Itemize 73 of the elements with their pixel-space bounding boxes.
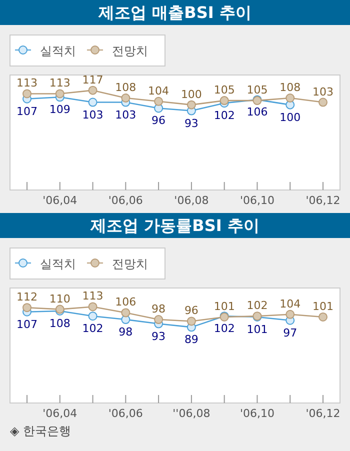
- legend-label: 전망치: [112, 257, 148, 271]
- data-label: 96: [184, 304, 198, 318]
- data-label: 100: [180, 88, 202, 101]
- x-tick-label: ''06,08: [172, 407, 210, 420]
- x-tick-label: '06,08: [174, 194, 209, 207]
- x-tick-label: '06,06: [108, 194, 143, 207]
- data-label: 89: [184, 333, 198, 346]
- data-label: 104: [280, 297, 301, 310]
- point: [220, 96, 229, 106]
- data-label: 96: [152, 114, 166, 128]
- point: [22, 303, 32, 312]
- point: [88, 302, 98, 312]
- data-label: 102: [214, 109, 235, 122]
- point: [318, 312, 328, 322]
- point: [121, 308, 130, 318]
- data-label: 106: [115, 296, 136, 309]
- data-label: 108: [49, 317, 70, 330]
- point: [286, 94, 295, 102]
- data-label: 93: [152, 330, 166, 343]
- point: [154, 315, 164, 324]
- data-label: 112: [16, 290, 38, 304]
- point: [121, 94, 130, 102]
- data-label: 102: [214, 322, 235, 336]
- x-tick-label: '06,10: [240, 194, 274, 207]
- point: [88, 86, 98, 95]
- data-label: 93: [184, 116, 198, 130]
- data-label: 101: [214, 300, 235, 313]
- data-label: 107: [16, 104, 38, 118]
- data-label: 110: [49, 292, 70, 306]
- data-label: 113: [82, 290, 104, 303]
- x-tick-label: '06,12: [306, 194, 340, 207]
- data-label: 105: [214, 84, 235, 97]
- text: ◈ 한국은행: [10, 424, 72, 438]
- point: [318, 98, 328, 107]
- data-label: 105: [246, 84, 268, 97]
- x-tick-label: '06,10: [240, 407, 274, 420]
- data-label: 109: [49, 103, 70, 116]
- point: [22, 89, 32, 98]
- data-label: 102: [82, 322, 104, 336]
- data-label: 113: [49, 76, 70, 90]
- x-tick-label: '06,12: [306, 407, 340, 420]
- point: [55, 89, 64, 98]
- data-label: 108: [115, 81, 136, 94]
- data-label: 107: [16, 318, 38, 331]
- point: [286, 310, 295, 319]
- chart-title: 제조업 매출BSI 추이: [98, 3, 252, 22]
- legend-label: 전망치: [112, 44, 148, 58]
- data-label: 113: [16, 76, 38, 90]
- x-tick-label: '06,06: [108, 407, 143, 420]
- chart-title: 제조업 가동률BSI 추이: [90, 216, 260, 235]
- point: [88, 312, 98, 321]
- data-label: 106: [246, 106, 268, 119]
- legend-label: 실적치: [40, 257, 76, 271]
- point: [186, 316, 196, 326]
- data-label: 98: [118, 326, 133, 339]
- point: [154, 96, 164, 106]
- data-label: 102: [246, 299, 268, 312]
- x-tick-label: '06,04: [42, 194, 78, 207]
- data-label: 103: [115, 108, 136, 122]
- legend-label: 실적치: [40, 44, 76, 58]
- point: [186, 100, 196, 110]
- point: [88, 98, 98, 107]
- data-label: 117: [82, 73, 104, 86]
- data-label: 101: [312, 300, 334, 313]
- data-label: 101: [246, 322, 268, 336]
- data-label: 100: [280, 110, 301, 124]
- data-label: 103: [312, 85, 334, 98]
- data-label: 104: [148, 84, 170, 98]
- data-label: 98: [152, 302, 166, 316]
- data-label: 97: [283, 326, 298, 340]
- data-label: 103: [82, 108, 104, 122]
- data-label: 108: [280, 81, 301, 94]
- x-tick-label: '06,04: [42, 407, 78, 420]
